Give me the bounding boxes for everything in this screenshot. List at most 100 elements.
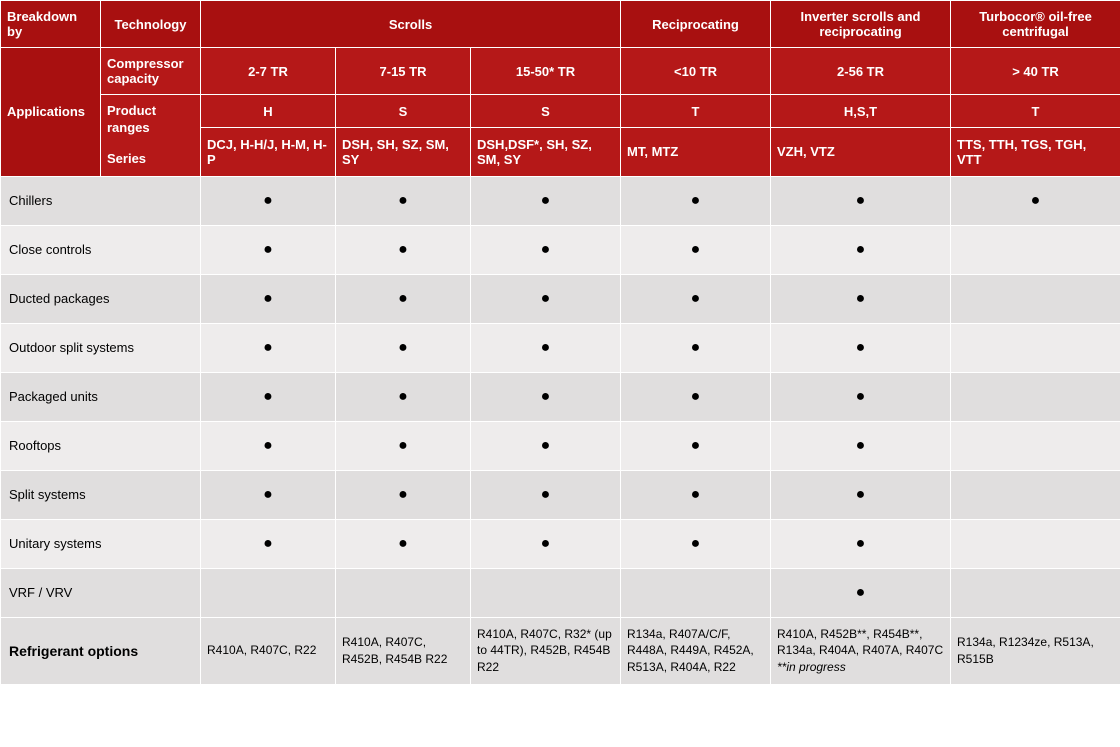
row-compressor-capacity-label: Compressor capacity bbox=[101, 48, 201, 95]
application-dot-cell: ● bbox=[771, 568, 951, 617]
capacity-c1: 2-7 TR bbox=[201, 48, 336, 95]
refrigerant-row: Refrigerant options R410A, R407C, R22 R4… bbox=[1, 617, 1120, 684]
application-dot-cell: ● bbox=[471, 274, 621, 323]
application-row: Unitary systems●●●●● bbox=[1, 519, 1120, 568]
application-row: Packaged units●●●●● bbox=[1, 372, 1120, 421]
application-dot-cell: ● bbox=[336, 225, 471, 274]
refrigerant-c5: R410A, R452B**, R454B**, R134a, R404A, R4… bbox=[771, 617, 951, 684]
application-dot-cell: ● bbox=[201, 519, 336, 568]
application-rows-body: Chillers●●●●●●Close controls●●●●●Ducted … bbox=[1, 176, 1120, 617]
application-dot-cell: ● bbox=[771, 225, 951, 274]
refrigerant-c6: R134a, R1234ze, R513A, R515B bbox=[951, 617, 1120, 684]
series-c5: VZH, VTZ bbox=[771, 128, 951, 177]
application-row: Rooftops●●●●● bbox=[1, 421, 1120, 470]
application-dot-cell: ● bbox=[771, 323, 951, 372]
application-dot-cell: ● bbox=[201, 323, 336, 372]
application-dot-cell: ● bbox=[621, 274, 771, 323]
capacity-c3: 15-50* TR bbox=[471, 48, 621, 95]
series-c2: DSH, SH, SZ, SM, SY bbox=[336, 128, 471, 177]
application-row: Chillers●●●●●● bbox=[1, 176, 1120, 225]
col-reciprocating: Reciprocating bbox=[621, 1, 771, 48]
application-dot-cell: ● bbox=[621, 323, 771, 372]
application-label: VRF / VRV bbox=[1, 568, 201, 617]
application-dot-cell bbox=[951, 421, 1120, 470]
series-text: Series bbox=[107, 151, 194, 168]
application-label: Close controls bbox=[1, 225, 201, 274]
capacity-c4: <10 TR bbox=[621, 48, 771, 95]
application-dot-cell: ● bbox=[771, 176, 951, 225]
application-dot-cell bbox=[951, 470, 1120, 519]
refrigerant-c3: R410A, R407C, R32* (up to 44TR), R452B, … bbox=[471, 617, 621, 684]
application-label: Chillers bbox=[1, 176, 201, 225]
application-dot-cell: ● bbox=[336, 176, 471, 225]
capacity-c5: 2-56 TR bbox=[771, 48, 951, 95]
application-dot-cell: ● bbox=[471, 176, 621, 225]
series-c1: DCJ, H-H/J, H-M, H-P bbox=[201, 128, 336, 177]
header-row-capacity: Applications Compressor capacity 2-7 TR … bbox=[1, 48, 1120, 95]
application-label: Ducted packages bbox=[1, 274, 201, 323]
application-label: Outdoor split systems bbox=[1, 323, 201, 372]
application-dot-cell: ● bbox=[201, 176, 336, 225]
application-row: VRF / VRV ● bbox=[1, 568, 1120, 617]
col-technology: Technology bbox=[101, 1, 201, 48]
refrigerant-footnote: **in progress bbox=[777, 660, 846, 674]
application-dot-cell: ● bbox=[336, 274, 471, 323]
application-dot-cell: ● bbox=[471, 323, 621, 372]
refrigerant-c4: R134a, R407A/C/F, R448A, R449A, R452A, R… bbox=[621, 617, 771, 684]
application-label: Unitary systems bbox=[1, 519, 201, 568]
product-ranges-text: Product ranges bbox=[107, 103, 194, 137]
application-dot-cell: ● bbox=[621, 519, 771, 568]
range-c6: T bbox=[951, 95, 1120, 128]
row-product-ranges-series-label: Product ranges Series bbox=[101, 95, 201, 177]
application-dot-cell: ● bbox=[471, 421, 621, 470]
col-turbocor: Turbocor® oil-free centrifugal bbox=[951, 1, 1120, 48]
range-c3: S bbox=[471, 95, 621, 128]
series-c4: MT, MTZ bbox=[621, 128, 771, 177]
application-dot-cell: ● bbox=[621, 176, 771, 225]
application-label: Packaged units bbox=[1, 372, 201, 421]
refrigerant-text-line: R410A, R452B**, R454B**, bbox=[777, 627, 922, 641]
application-dot-cell: ● bbox=[201, 421, 336, 470]
application-dot-cell: ● bbox=[336, 323, 471, 372]
series-c3: DSH,DSF*, SH, SZ, SM, SY bbox=[471, 128, 621, 177]
application-label: Split systems bbox=[1, 470, 201, 519]
refrigerant-text-line: R134a, R404A, R407A, R407C bbox=[777, 643, 943, 657]
application-dot-cell bbox=[951, 274, 1120, 323]
application-dot-cell: ● bbox=[771, 470, 951, 519]
application-dot-cell: ● bbox=[951, 176, 1120, 225]
application-dot-cell: ● bbox=[201, 470, 336, 519]
application-dot-cell: ● bbox=[621, 470, 771, 519]
col-breakdown-by: Breakdown by bbox=[1, 1, 101, 48]
refrigerant-c2: R410A, R407C, R452B, R454B R22 bbox=[336, 617, 471, 684]
application-dot-cell: ● bbox=[771, 274, 951, 323]
application-dot-cell bbox=[951, 519, 1120, 568]
range-c1: H bbox=[201, 95, 336, 128]
application-dot-cell: ● bbox=[771, 519, 951, 568]
col-inverter: Inverter scrolls and reciprocating bbox=[771, 1, 951, 48]
application-label: Rooftops bbox=[1, 421, 201, 470]
range-c5: H,S,T bbox=[771, 95, 951, 128]
application-dot-cell: ● bbox=[336, 421, 471, 470]
application-dot-cell bbox=[201, 568, 336, 617]
range-c4: T bbox=[621, 95, 771, 128]
application-dot-cell: ● bbox=[471, 225, 621, 274]
application-dot-cell bbox=[951, 568, 1120, 617]
application-dot-cell: ● bbox=[621, 421, 771, 470]
application-dot-cell: ● bbox=[771, 372, 951, 421]
application-dot-cell: ● bbox=[201, 274, 336, 323]
application-dot-cell: ● bbox=[471, 372, 621, 421]
refrigerant-label: Refrigerant options bbox=[1, 617, 201, 684]
capacity-c2: 7-15 TR bbox=[336, 48, 471, 95]
refrigerant-c1: R410A, R407C, R22 bbox=[201, 617, 336, 684]
application-row: Ducted packages●●●●● bbox=[1, 274, 1120, 323]
application-dot-cell bbox=[951, 225, 1120, 274]
capacity-c6: > 40 TR bbox=[951, 48, 1120, 95]
compressor-selection-table: Breakdown by Technology Scrolls Reciproc… bbox=[0, 0, 1120, 685]
range-c2: S bbox=[336, 95, 471, 128]
application-dot-cell: ● bbox=[336, 372, 471, 421]
row-applications-label: Applications bbox=[1, 48, 101, 177]
application-dot-cell: ● bbox=[471, 519, 621, 568]
application-dot-cell bbox=[471, 568, 621, 617]
application-dot-cell: ● bbox=[201, 372, 336, 421]
application-dot-cell bbox=[621, 568, 771, 617]
